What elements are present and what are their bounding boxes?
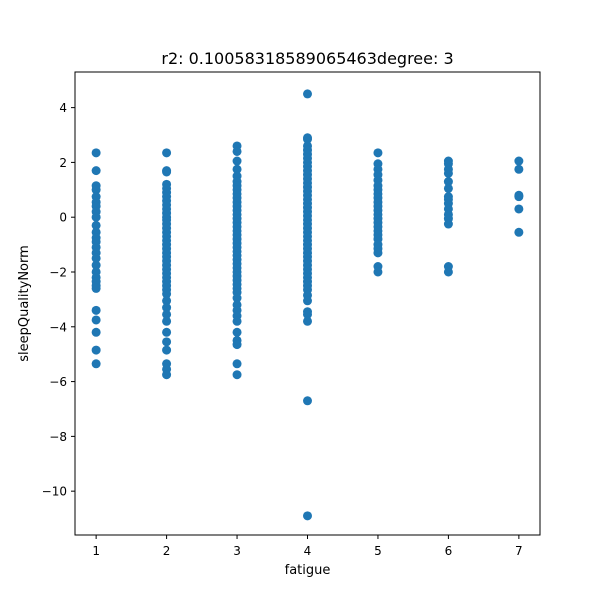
data-point xyxy=(232,359,242,369)
data-point xyxy=(232,340,242,350)
data-point xyxy=(373,148,383,158)
data-point xyxy=(232,327,242,337)
data-point xyxy=(303,396,312,406)
data-point xyxy=(443,183,453,193)
data-point xyxy=(514,192,524,202)
data-point xyxy=(91,305,101,315)
data-point xyxy=(303,309,312,319)
data-point xyxy=(232,164,242,174)
data-point xyxy=(232,316,242,326)
y-tick-label: 4 xyxy=(59,101,67,115)
x-tick-label: 5 xyxy=(374,544,382,558)
data-point xyxy=(303,89,312,99)
data-point xyxy=(162,303,172,313)
chart-title: r2: 0.10058318589065463degree: 3 xyxy=(161,49,453,68)
x-tick-label: 4 xyxy=(304,544,312,558)
data-point xyxy=(232,156,242,166)
data-point xyxy=(91,220,101,230)
x-tick-label: 6 xyxy=(445,544,453,558)
x-tick-label: 7 xyxy=(515,544,523,558)
data-point xyxy=(232,146,242,156)
x-tick-label: 1 xyxy=(92,544,100,558)
data-point xyxy=(443,168,453,178)
data-point xyxy=(162,337,172,347)
data-point xyxy=(162,345,172,355)
data-point xyxy=(373,267,383,277)
y-tick-label: −4 xyxy=(49,320,67,334)
data-point xyxy=(162,296,172,306)
data-point xyxy=(162,327,172,337)
data-point xyxy=(91,166,101,176)
data-point xyxy=(303,511,312,521)
data-point xyxy=(91,212,101,222)
data-point xyxy=(91,185,101,195)
data-point xyxy=(232,293,242,303)
data-point xyxy=(91,253,101,263)
data-point xyxy=(303,134,312,144)
data-point xyxy=(514,204,524,214)
data-point xyxy=(162,289,172,299)
data-point xyxy=(443,177,453,187)
data-point xyxy=(162,167,172,177)
data-point xyxy=(162,148,172,158)
data-point xyxy=(514,164,524,174)
data-point xyxy=(162,316,172,326)
y-axis-ticks: 4 2 0 −2 −4 −6 −8 −10 xyxy=(42,101,75,499)
y-tick-label: −6 xyxy=(49,375,67,389)
x-tick-label: 3 xyxy=(233,544,241,558)
data-point xyxy=(91,260,101,270)
points-layer xyxy=(91,89,524,521)
y-tick-label: 2 xyxy=(59,156,67,170)
y-tick-label: −2 xyxy=(49,265,67,279)
data-point xyxy=(162,309,172,319)
data-point xyxy=(232,370,242,380)
data-point xyxy=(303,316,312,326)
y-axis-label: sleepQualityNorm xyxy=(17,245,32,362)
x-axis-ticks: 1 2 3 4 5 6 7 xyxy=(92,535,523,558)
data-point xyxy=(514,156,524,166)
plot-frame xyxy=(74,71,541,536)
data-point xyxy=(91,315,101,325)
data-point xyxy=(91,359,101,369)
data-point xyxy=(373,248,383,258)
data-point xyxy=(91,345,101,355)
data-point xyxy=(443,267,453,277)
data-point xyxy=(91,327,101,337)
y-tick-label: −10 xyxy=(42,485,67,499)
data-point xyxy=(91,283,101,293)
data-point xyxy=(91,148,101,158)
data-point xyxy=(303,296,312,306)
y-tick-label: 0 xyxy=(59,211,67,225)
data-point xyxy=(514,227,524,237)
data-point xyxy=(443,219,453,229)
x-tick-label: 2 xyxy=(163,544,171,558)
y-tick-label: −8 xyxy=(49,430,67,444)
x-axis-label: fatigue xyxy=(285,563,331,578)
data-point xyxy=(162,370,172,380)
